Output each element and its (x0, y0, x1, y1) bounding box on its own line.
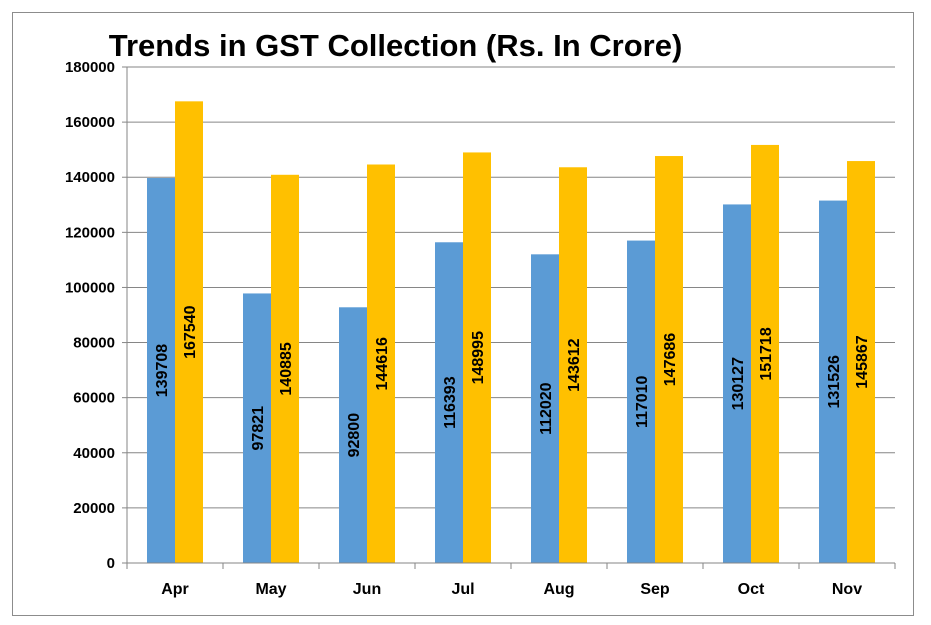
x-category-label: Oct (738, 581, 765, 598)
bar-series-2-jul (463, 152, 491, 563)
y-tick-label: 120000 (65, 224, 115, 241)
data-label: 148995 (470, 331, 487, 384)
data-label: 130127 (730, 357, 747, 410)
data-label: 145867 (854, 335, 871, 388)
bar-series-2-nov (847, 161, 875, 564)
data-label: 139708 (154, 344, 171, 397)
y-tick-label: 0 (107, 555, 115, 572)
data-label: 151718 (758, 327, 775, 380)
bar-series-2-oct (751, 144, 779, 563)
bar-series-1-may (243, 293, 271, 563)
bar-series-1-apr (147, 178, 175, 563)
x-category-label: Sep (640, 581, 670, 598)
y-tick-label: 160000 (65, 114, 115, 131)
data-label: 97821 (250, 406, 267, 451)
bar-series-2-may (271, 174, 299, 563)
bar-series-2-aug (559, 167, 587, 563)
x-category-label: Apr (161, 581, 189, 598)
data-label: 131526 (826, 355, 843, 408)
y-tick-label: 80000 (73, 335, 115, 352)
chart-title: Trends in GST Collection (Rs. In Crore) (108, 28, 683, 63)
data-label: 143612 (566, 338, 583, 391)
bar-series-2-apr (175, 101, 203, 563)
bar-series-1-sep (627, 240, 655, 563)
x-category-label: May (255, 581, 286, 598)
data-label: 112020 (538, 382, 555, 435)
data-label: 116393 (442, 376, 459, 429)
bar-series-1-jul (435, 242, 463, 563)
data-label: 140885 (278, 342, 295, 395)
bar-series-1-oct (723, 204, 751, 563)
data-label: 144616 (374, 337, 391, 390)
bar-series-1-jun (339, 307, 367, 563)
x-category-label: Aug (543, 581, 574, 598)
data-label: 92800 (346, 413, 363, 458)
data-label: 117010 (634, 375, 651, 428)
bar-series-2-sep (655, 156, 683, 563)
bar-series-2-jun (367, 164, 395, 564)
y-tick-label: 60000 (73, 390, 115, 407)
y-tick-label: 40000 (73, 445, 115, 462)
data-label: 167540 (182, 305, 199, 358)
y-tick-label: 180000 (65, 59, 115, 76)
x-category-label: Nov (832, 581, 862, 598)
x-category-label: Jun (353, 581, 381, 598)
data-label: 147686 (662, 333, 679, 386)
y-tick-label: 140000 (65, 169, 115, 186)
y-tick-label: 100000 (65, 279, 115, 296)
bar-series-1-nov (819, 200, 847, 563)
x-category-label: Jul (451, 581, 474, 598)
bar-series-1-aug (531, 254, 559, 563)
y-tick-label: 20000 (73, 500, 115, 517)
